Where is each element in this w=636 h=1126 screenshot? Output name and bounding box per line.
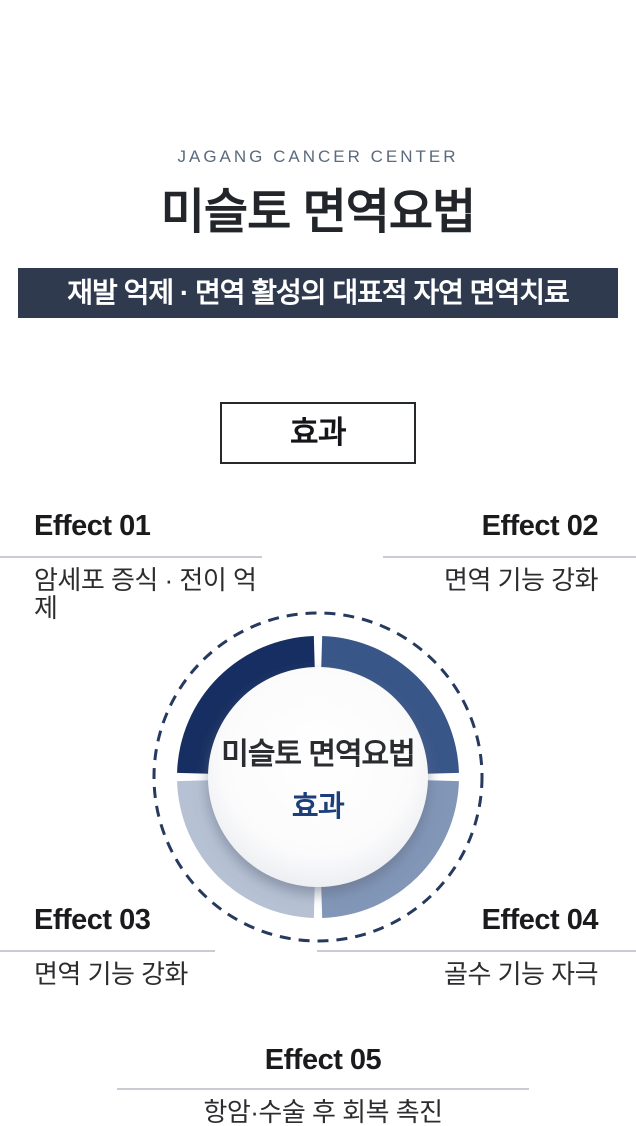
effect-01-description: 암세포 증식 · 전이 억제 bbox=[34, 565, 257, 623]
effect-05-description: 항암·수술 후 회복 촉진 bbox=[203, 1097, 443, 1126]
effect-02-label: Effect 02 bbox=[481, 510, 599, 542]
tagline-banner: 재발 억제 · 면역 활성의 대표적 자연 면역치료 bbox=[18, 268, 618, 318]
effect-03-description: 면역 기능 강화 bbox=[34, 959, 188, 989]
diagram-inner-circle bbox=[208, 667, 428, 887]
clinic-name: JAGANG CANCER CENTER bbox=[177, 147, 459, 166]
effect-03-divider bbox=[0, 950, 215, 952]
effect-03-block: Effect 03 면역 기능 강화 bbox=[0, 904, 215, 988]
diagram-segment-effect-01 bbox=[177, 636, 315, 774]
effect-02-block: Effect 02 면역 기능 강화 bbox=[383, 510, 636, 594]
effect-04-description: 골수 기능 자극 bbox=[444, 959, 598, 989]
diagram-segment-effect-02 bbox=[321, 636, 459, 774]
diagram-segment-effect-03 bbox=[177, 780, 315, 918]
effect-04-block: Effect 04 골수 기능 자극 bbox=[317, 904, 636, 988]
effect-05-divider bbox=[117, 1088, 529, 1090]
effect-01-label: Effect 01 bbox=[34, 510, 151, 542]
effect-01-divider bbox=[0, 556, 262, 558]
dashed-outline-ring bbox=[152, 611, 484, 943]
donut-segments bbox=[177, 636, 459, 918]
effect-05-block: Effect 05 항암·수술 후 회복 촉진 bbox=[117, 1044, 529, 1126]
effect-01-block: Effect 01 암세포 증식 · 전이 억제 bbox=[0, 510, 262, 622]
effects-donut-chart bbox=[152, 611, 484, 943]
section-heading-box: 효과 bbox=[220, 402, 416, 464]
effect-02-description: 면역 기능 강화 bbox=[444, 565, 598, 595]
effect-02-divider bbox=[383, 556, 636, 558]
effect-04-divider bbox=[317, 950, 636, 952]
effect-05-label: Effect 05 bbox=[264, 1044, 382, 1076]
effect-03-label: Effect 03 bbox=[34, 904, 151, 936]
page-title: 미슬토 면역요법 bbox=[160, 186, 476, 239]
diagram-segment-effect-04 bbox=[321, 780, 459, 918]
section-heading-label: 효과 bbox=[289, 415, 347, 450]
tagline-banner-text: 재발 억제 · 면역 활성의 대표적 자연 면역치료 bbox=[67, 277, 569, 308]
effect-04-label: Effect 04 bbox=[481, 904, 599, 936]
